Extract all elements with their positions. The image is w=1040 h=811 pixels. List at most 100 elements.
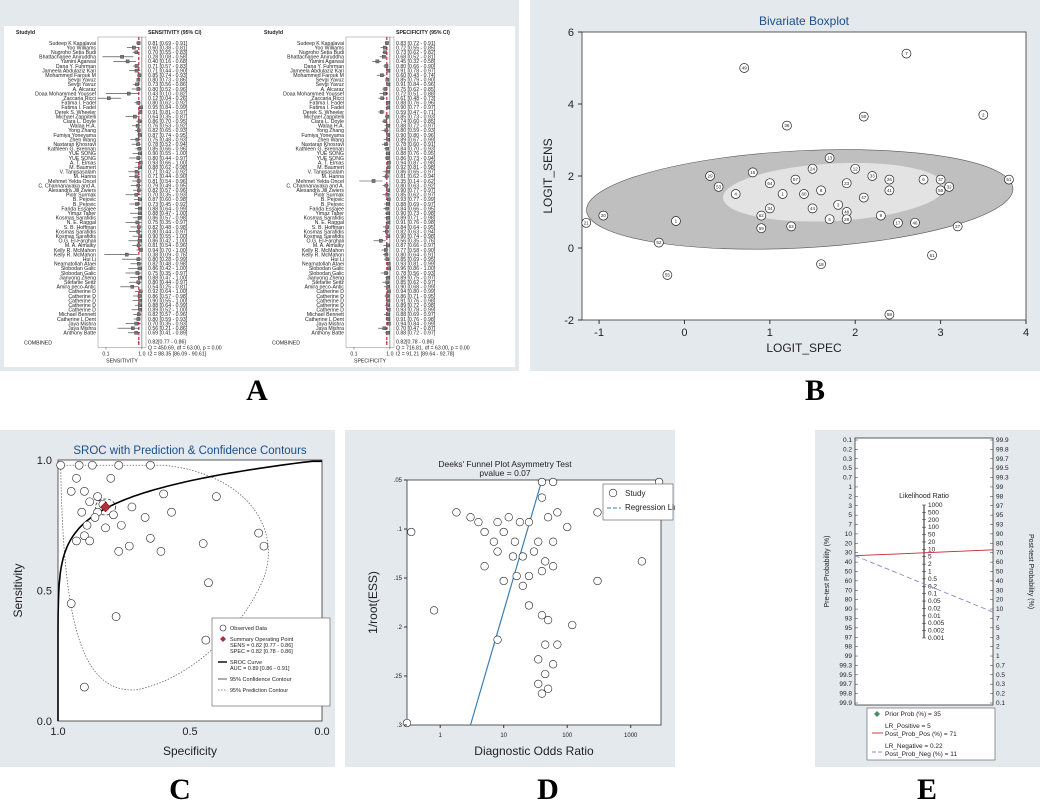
observed-study-marker	[82, 520, 92, 530]
study-point-marker	[777, 189, 788, 199]
study-marker	[541, 557, 550, 566]
left-tick-label: 7	[848, 522, 852, 529]
lr-tick-label: 200	[928, 517, 939, 524]
point-estimate-marker	[136, 229, 141, 234]
study-point-label: 62	[759, 213, 765, 218]
left-tick-label: 99.7	[839, 681, 852, 688]
legend-box	[211, 617, 331, 707]
observed-study-marker	[80, 487, 89, 496]
left-tick-label: 99.5	[839, 672, 852, 679]
point-estimate-marker	[382, 326, 387, 330]
study-point: 57	[790, 174, 801, 185]
study-ci-value: 0.93 [0.77 - 0.99]	[396, 197, 436, 203]
observed-study-marker	[198, 539, 208, 548]
study-point: 29	[705, 171, 715, 181]
study-point-label: 4	[734, 192, 737, 197]
study-ci-value: 0.85 [0.74 - 0.93]	[148, 73, 188, 79]
point-estimate-marker	[138, 289, 143, 294]
right-tick-label: 99	[996, 484, 1004, 491]
study-point-label: 28	[844, 217, 850, 222]
study-ci-value: 0.85 [0.69 - 0.95]	[396, 257, 436, 263]
point-estimate-marker	[135, 271, 140, 275]
legend-entry: Summary Operating Point	[230, 637, 294, 643]
legend-marker-summary	[220, 636, 226, 642]
legend-entry-lr-negative: LR_Negative = 0.22	[885, 743, 943, 750]
observed-study-marker	[66, 599, 76, 608]
study-marker	[504, 513, 513, 522]
study-ci-value: 0.86 [0.65 - 0.97]	[396, 170, 436, 176]
lr-tick-label: 500	[928, 509, 939, 516]
study-point: 21	[581, 217, 592, 228]
study-ci-value: 0.71 [0.57 - 0.83]	[148, 64, 188, 70]
study-label: Alexandra Jill Zwiers	[48, 188, 96, 194]
study-label: Doaa Mohammed Youssef	[283, 91, 344, 97]
study-point: 6	[918, 174, 929, 185]
point-estimate-marker	[134, 64, 139, 68]
observed-study-marker	[212, 492, 221, 501]
study-ci-value: 0.94 [0.84 - 0.99]	[396, 321, 436, 327]
study-label: Yoo Williams	[314, 45, 344, 51]
study-point: 50	[858, 111, 869, 122]
forest-plot-frame	[345, 36, 395, 348]
study-label: Kelly R. McMahon	[302, 248, 344, 254]
point-estimate-marker	[386, 234, 391, 238]
legend-entry-study: Study	[625, 489, 645, 498]
study-ci-value: 0.72 [0.55 - 0.85]	[396, 45, 436, 51]
left-tick-label: 99	[845, 653, 853, 660]
left-tick-label: 3	[848, 503, 852, 510]
legend-entry: 95% Prediction Contour	[230, 688, 288, 694]
study-label: Yamini Agarwal	[309, 59, 344, 65]
study-point-label: 8	[820, 188, 823, 193]
y-tick-label: .3	[397, 723, 403, 729]
study-ci-value: 0.90 [0.73 - 0.98]	[396, 211, 436, 217]
confidence-contour	[95, 498, 116, 516]
study-label: Zhen Wang	[317, 137, 344, 143]
x-tick-label: -1	[594, 327, 604, 339]
legend-entry-post-pos: Post_Prob_Pos (%) = 71	[885, 731, 957, 738]
study-ci-value: 0.87 [0.60 - 0.98]	[148, 197, 188, 203]
study-point: 64	[764, 178, 775, 189]
y-axis-label: Sensitivity	[11, 563, 25, 617]
study-marker	[499, 527, 508, 537]
y-tick-label: .25	[394, 674, 403, 680]
left-tick-label: 1	[848, 484, 852, 491]
study-label: Yimaz Taber	[67, 211, 96, 217]
study-marker	[541, 640, 550, 649]
point-estimate-marker	[386, 312, 390, 317]
study-ci-value: 0.86 [0.42 - 1.00]	[148, 266, 188, 272]
right-tick-label: 30	[996, 587, 1004, 594]
x-axis-label: LOGIT_SPEC	[766, 341, 842, 355]
study-ci-value: 0.75 [0.35 - 0.97]	[148, 271, 188, 277]
point-estimate-marker	[386, 137, 390, 142]
study-label: S. B. Hoffman	[312, 225, 344, 231]
study-point-label: 47	[861, 195, 867, 200]
point-estimate-marker	[137, 312, 141, 317]
study-ci-value: 0.77 [0.58 - 0.90]	[396, 248, 436, 254]
study-ci-value: 0.90 [0.55 - 1.00]	[148, 151, 188, 157]
study-ci-value: 0.71 [0.44 - 0.90]	[148, 174, 188, 180]
point-estimate-marker	[386, 298, 391, 303]
point-estimate-marker	[386, 133, 391, 137]
study-point-label: 51	[1006, 177, 1012, 182]
point-estimate-marker	[383, 87, 388, 91]
study-point-label: 37	[938, 177, 944, 182]
study-label: Kelly R. McMahon	[302, 252, 344, 258]
point-estimate-marker	[139, 160, 143, 165]
study-point-marker	[978, 109, 989, 120]
sroc-plot-svg: SROC with Prediction & Confidence Contou…	[11, 445, 331, 758]
study-ci-value: 0.90 [0.68 - 0.99]	[396, 285, 436, 291]
study-point-label: 29	[708, 174, 714, 179]
point-estimate-marker	[134, 170, 139, 174]
left-tick-label: 50	[845, 569, 853, 576]
study-label: Anthony Batte	[63, 331, 96, 337]
post-test-positive-line	[854, 549, 994, 557]
point-estimate-marker	[386, 124, 390, 128]
point-estimate-marker	[379, 239, 383, 243]
study-point: 27	[952, 221, 963, 232]
study-point-marker	[790, 174, 801, 185]
x-tick-label: 1	[767, 327, 773, 339]
study-point-label: 34	[767, 206, 773, 211]
combined-diamond	[137, 340, 140, 345]
lr-tick-label: 0.01	[928, 613, 941, 620]
combined-label: COMBINED	[24, 340, 52, 346]
